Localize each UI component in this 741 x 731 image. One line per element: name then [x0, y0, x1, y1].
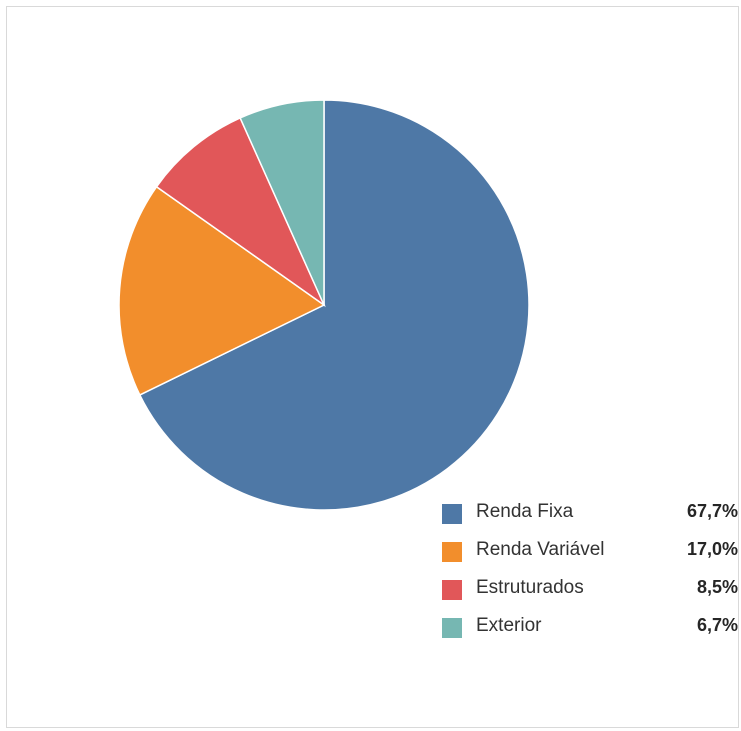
legend-percent: 17,0% — [686, 539, 738, 559]
legend-swatch — [442, 580, 462, 600]
legend-item-renda-fixa: Renda Fixa 67,7% — [440, 499, 740, 537]
pie-slice-renda-variavel — [118, 185, 326, 396]
pie-slice-exterior — [239, 99, 325, 306]
legend-label: Renda Fixa — [476, 501, 574, 522]
legend-percent: 6,7% — [696, 615, 738, 635]
legend-swatch — [442, 504, 462, 524]
legend-swatch — [442, 618, 462, 638]
legend-label: Estruturados — [476, 577, 584, 598]
legend-item-exterior: Exterior 6,7% — [440, 613, 740, 651]
legend-swatch — [442, 542, 462, 562]
legend-label: Exterior — [476, 615, 542, 636]
legend-label: Renda Variável — [476, 539, 605, 560]
pie-slice-estruturados — [155, 116, 326, 308]
legend-item-estruturados: Estruturados 8,5% — [440, 575, 740, 613]
pie-slice-renda-fixa — [138, 99, 530, 511]
legend-item-renda-variavel: Renda Variável 17,0% — [440, 537, 740, 575]
chart-legend: Renda Fixa 67,7% Renda Variável 17,0% Es… — [440, 499, 740, 651]
legend-percent: 67,7% — [686, 501, 738, 521]
legend-percent: 8,5% — [696, 577, 738, 597]
